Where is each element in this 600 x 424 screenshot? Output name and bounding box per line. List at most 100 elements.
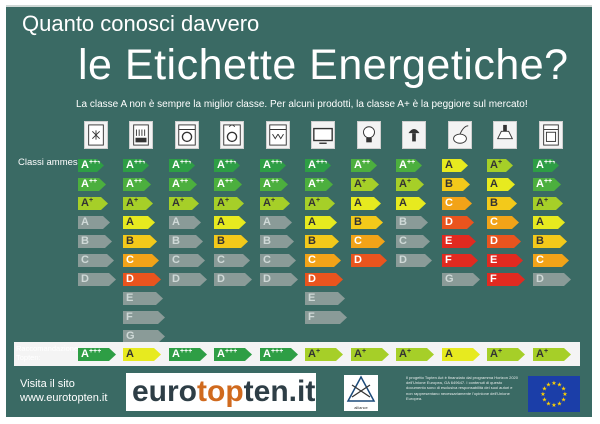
recommendation-tag: A+++	[214, 348, 252, 361]
eu-star-icon: ★	[561, 386, 566, 393]
energy-class-tag: G	[123, 330, 165, 343]
logo-text: eurotopten.it	[132, 375, 316, 408]
eu-star-icon: ★	[542, 397, 547, 404]
energy-class-tag: B	[533, 235, 567, 248]
energy-class-tag: A+++	[533, 159, 559, 172]
energy-class-tag: C	[442, 197, 472, 210]
energy-class-tag: A+++	[260, 159, 286, 172]
energy-class-tag: D	[123, 273, 161, 286]
eu-stars-icon: ★★★★★★★★★ ★ ★★	[540, 380, 567, 409]
energy-class-tag: A+	[396, 178, 424, 191]
energy-class-tag: A+++	[78, 159, 104, 172]
energy-class-tag: D	[396, 254, 432, 267]
energy-class-tag: B	[214, 235, 248, 248]
energy-class-tag: A+++	[214, 159, 240, 172]
energy-class-tag: A++	[214, 178, 242, 191]
energy-class-tag: B	[305, 235, 339, 248]
energy-class-tag: A+	[487, 159, 513, 172]
recommendation-tag: A	[123, 348, 161, 361]
energy-class-tag: A++	[123, 178, 151, 191]
eu-star-icon: ★	[540, 391, 545, 398]
eu-star-icon: ★	[561, 397, 566, 404]
alliance-text: alliance	[354, 405, 368, 410]
energy-class-tag: A+	[123, 197, 153, 210]
energy-class-tag: C	[396, 235, 430, 248]
eu-star-icon: ★	[551, 380, 556, 387]
energy-class-tag: A	[169, 216, 201, 229]
washing-machine-icon	[175, 121, 199, 149]
energy-class-tag: F	[442, 254, 478, 267]
poster: Quanto conosci davvero le Etichette Ener…	[6, 5, 592, 417]
energy-class-tag: A+	[169, 197, 199, 210]
energy-class-tag: D	[260, 273, 298, 286]
energy-class-tag: B	[78, 235, 112, 248]
energy-class-tag: A	[305, 216, 337, 229]
energy-class-tag: A	[487, 178, 515, 191]
energy-class-tag: A+	[260, 197, 290, 210]
energy-class-tag: B	[123, 235, 157, 248]
energy-class-tag: C	[487, 216, 519, 229]
eu-star-icon: ★	[562, 391, 567, 398]
energy-class-tag: B	[351, 216, 383, 229]
energy-class-tag: C	[260, 254, 296, 267]
energy-class-tag: C	[533, 254, 569, 267]
energy-class-tag: B	[442, 178, 470, 191]
energy-class-tag: E	[442, 235, 476, 248]
energy-class-tag: A+	[78, 197, 108, 210]
eu-star-icon: ★	[546, 381, 551, 388]
top-border	[6, 5, 592, 7]
energy-class-tag: C	[305, 254, 341, 267]
recommendation-tag: A+	[396, 348, 434, 361]
energy-class-tag: F	[487, 273, 525, 286]
energy-class-tag: D	[533, 273, 571, 286]
energy-class-tag: D	[305, 273, 343, 286]
classes-label: Classi ammesse	[18, 157, 88, 168]
eu-star-icon: ★	[551, 402, 556, 409]
recommendation-label: Raccomandazione Topten:	[16, 344, 79, 362]
energy-class-tag: A	[396, 197, 426, 210]
energy-class-tag: B	[169, 235, 203, 248]
energy-class-tag: C	[78, 254, 114, 267]
recommendation-tag: A+	[533, 348, 571, 361]
energy-class-tag: A+	[351, 178, 379, 191]
energy-class-tag: C	[214, 254, 250, 267]
energy-class-tag: A+	[533, 197, 563, 210]
recommendation-tag: A+++	[260, 348, 298, 361]
energy-class-tag: E	[123, 292, 163, 305]
recommendation-tag: A+	[351, 348, 389, 361]
energy-class-tag: F	[305, 311, 347, 324]
energy-class-tag: B	[487, 197, 517, 210]
eu-star-icon: ★	[557, 401, 562, 408]
recommendation-tag: A	[442, 348, 480, 361]
eu-star-icon: ★	[546, 401, 551, 408]
visit-text: Visita il sito	[20, 378, 75, 390]
visit-url[interactable]: www.eurotopten.it	[20, 392, 108, 404]
title-line2: le Etichette Energetiche?	[78, 41, 569, 89]
energy-class-tag: F	[123, 311, 165, 324]
energy-class-tag: A+++	[169, 159, 195, 172]
range-hood-icon	[493, 121, 517, 149]
eu-star-icon: ★	[557, 381, 562, 388]
fridge-icon	[84, 121, 108, 149]
title-line1: Quanto conosci davvero	[22, 11, 260, 36]
energy-class-tag: E	[487, 254, 523, 267]
energy-class-tag: A++	[305, 178, 333, 191]
energy-class-tag: A	[351, 197, 381, 210]
alliance-mark-icon	[346, 375, 376, 402]
energy-class-tag: A	[533, 216, 565, 229]
energy-class-tag: A++	[169, 178, 197, 191]
energy-class-tag: D	[442, 216, 474, 229]
energy-class-tag: C	[351, 235, 385, 248]
dishwasher-icon	[129, 121, 153, 149]
recommendation-tag: A+++	[169, 348, 207, 361]
eurotopten-logo: eurotopten.it	[126, 373, 316, 411]
energy-class-tag: A	[442, 159, 468, 172]
subtitle: La classe A non è sempre la miglior clas…	[76, 99, 528, 110]
recommendation-tag: A+	[487, 348, 525, 361]
energy-class-tag: A+	[305, 197, 335, 210]
eu-flag: ★ ★ ★ ★ ★ ★ ★ ★ ★ ★ ★ ★	[528, 376, 580, 412]
led-lamp-icon	[402, 121, 426, 149]
energy-class-tag: A	[214, 216, 246, 229]
washer-dryer-icon	[220, 121, 244, 149]
energy-class-tag: B	[260, 235, 294, 248]
